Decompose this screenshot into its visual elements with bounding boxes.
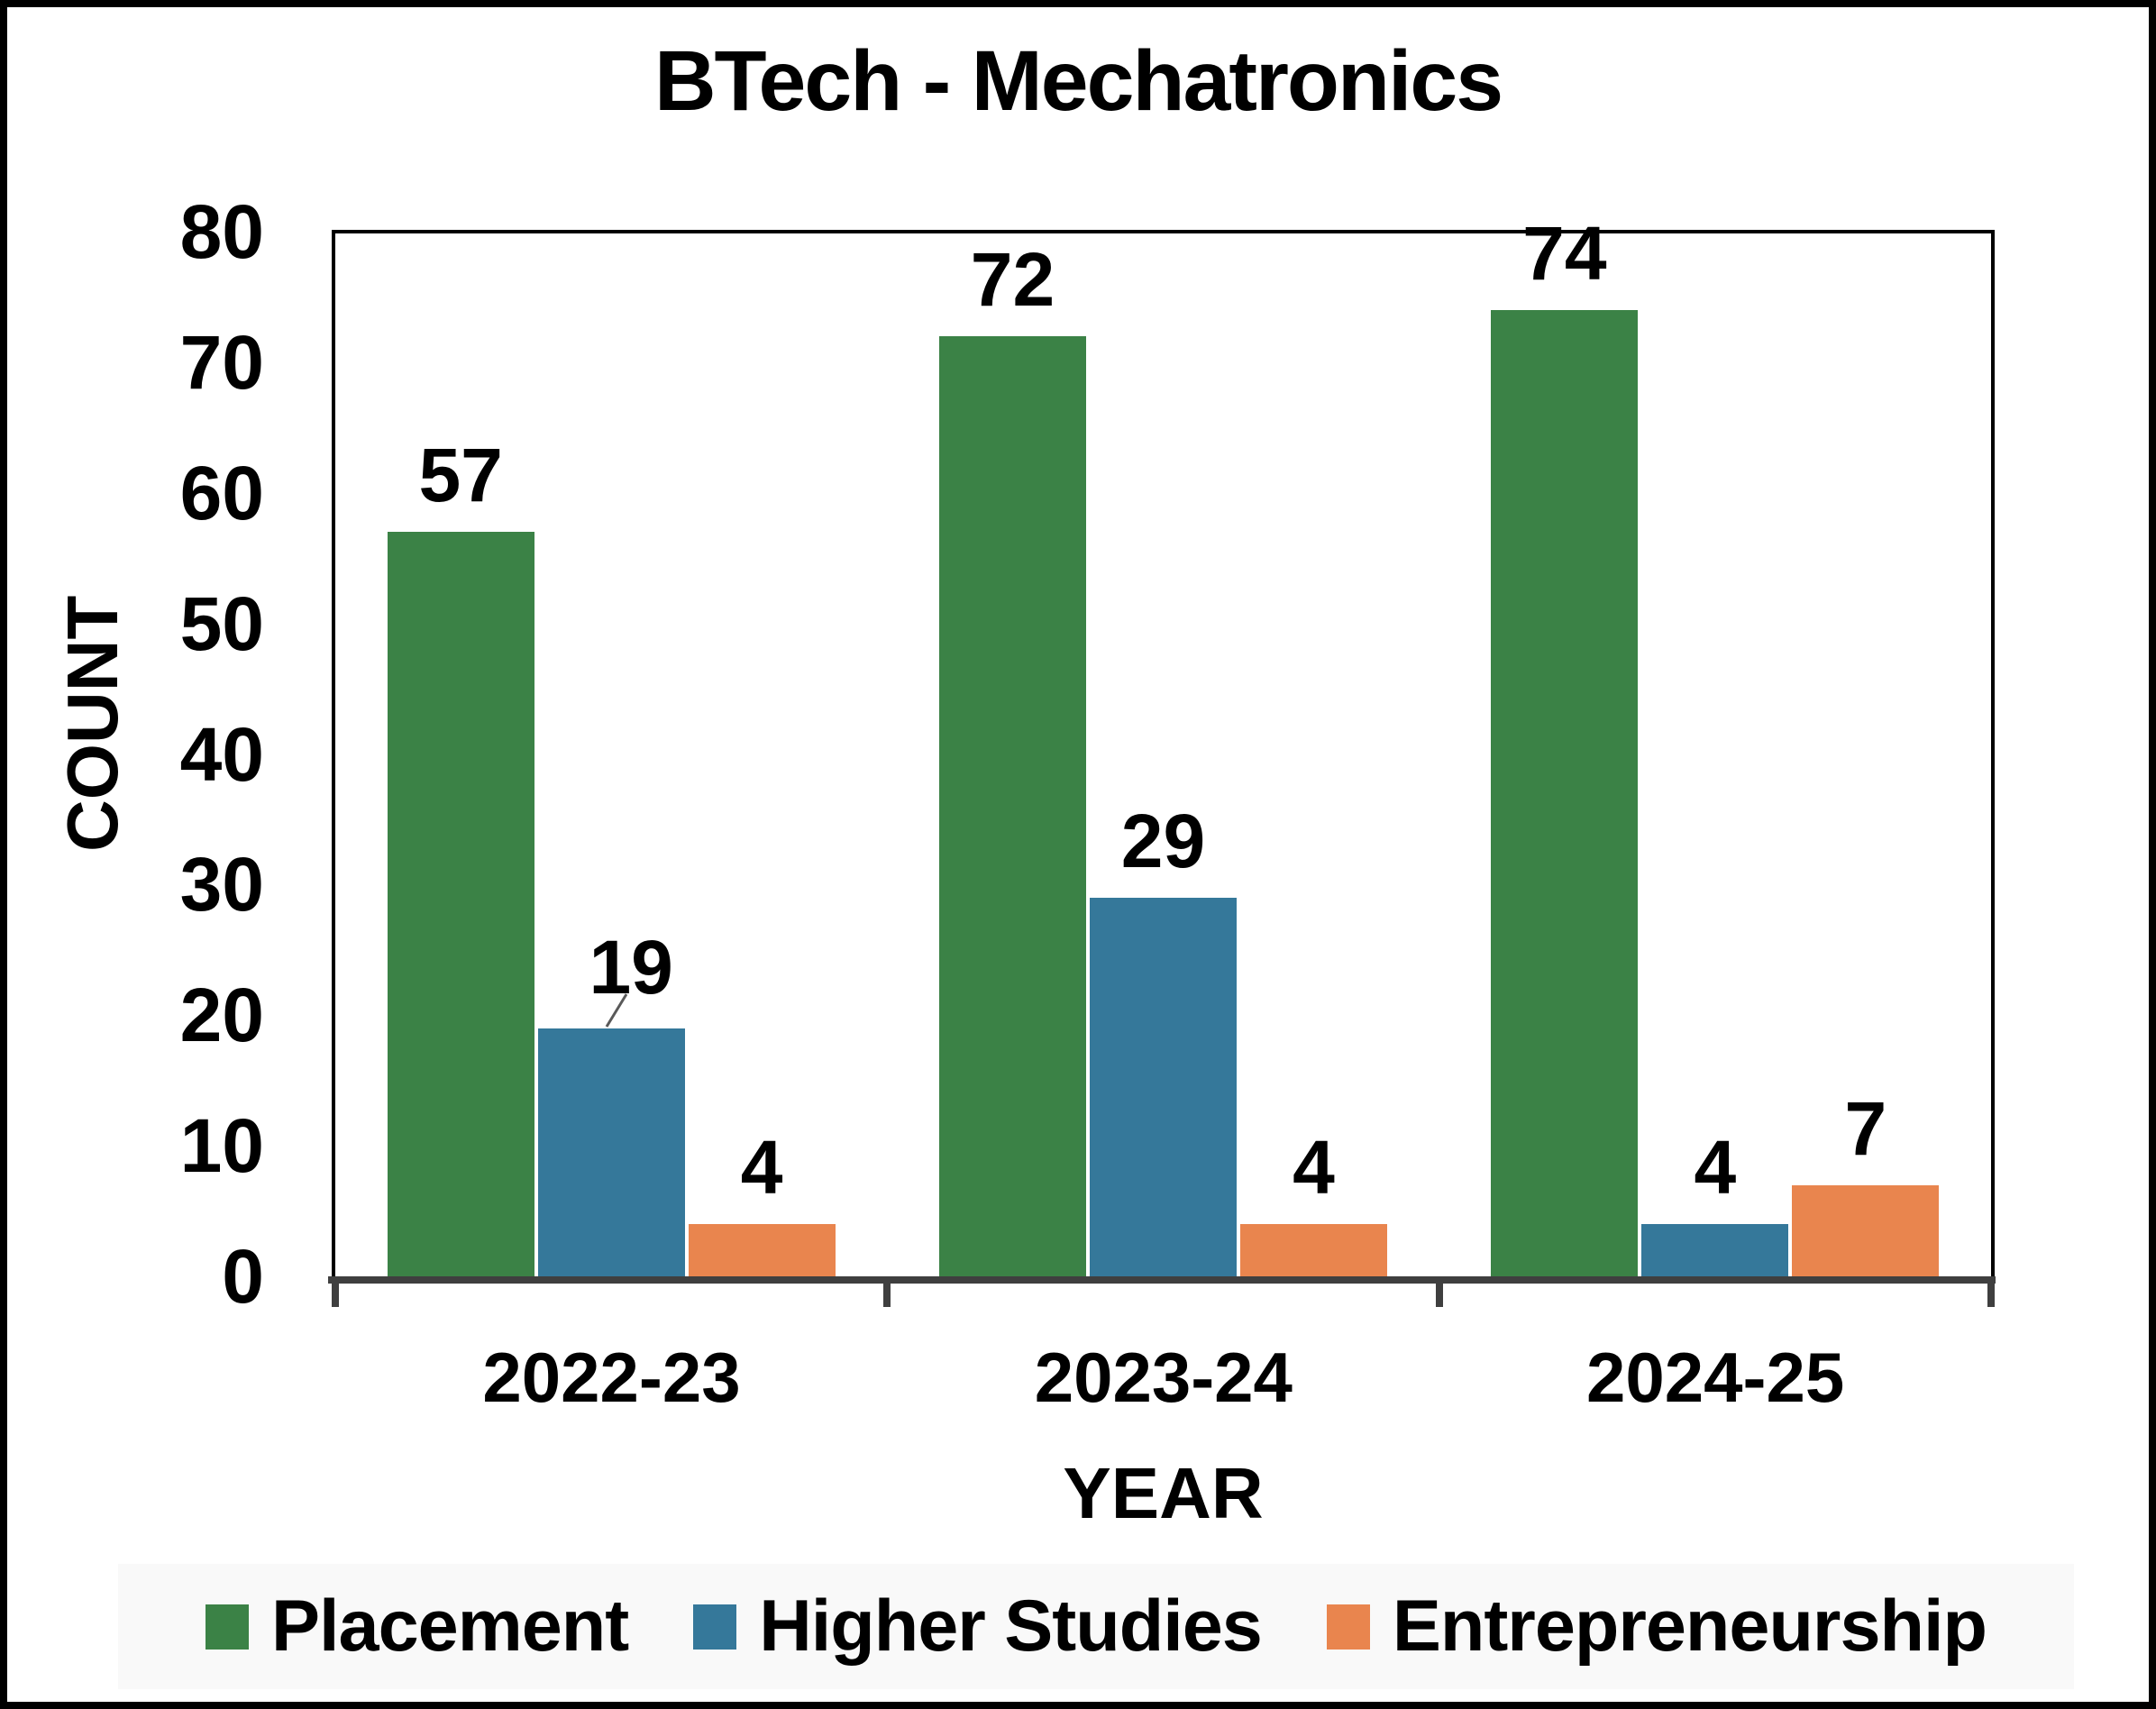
data-label: 4 — [1293, 1125, 1335, 1211]
legend-label: Placement — [271, 1586, 629, 1667]
legend-label: Entrepreneurship — [1392, 1586, 1987, 1667]
y-tick-label: 50 — [179, 580, 264, 666]
label-leader-line — [605, 992, 628, 1028]
legend-swatch-icon — [693, 1604, 737, 1650]
y-tick-label: 30 — [179, 842, 264, 928]
x-tick-label-2023-24: 2023-24 — [1034, 1338, 1293, 1417]
legend-swatch-icon — [1326, 1604, 1370, 1650]
x-axis-title: YEAR — [1063, 1453, 1264, 1533]
y-tick-label: 70 — [179, 319, 264, 405]
y-tick-label: 40 — [179, 711, 264, 797]
chart-title: BTech - Mechatronics — [653, 33, 1503, 129]
x-axis-tick-mark — [1435, 1284, 1443, 1307]
x-axis-tick-mark — [1987, 1284, 1995, 1307]
legend-item-entrepreneurship: Entrepreneurship — [1326, 1586, 1987, 1667]
bar-placement-2023-24 — [939, 335, 1086, 1276]
data-label: 29 — [1120, 798, 1206, 883]
data-label: 4 — [740, 1125, 783, 1211]
data-label: 4 — [1694, 1125, 1737, 1211]
x-axis-tick-mark — [332, 1284, 339, 1307]
legend-item-higher-studies: Higher Studies — [693, 1586, 1263, 1667]
bar-higher-studies-2023-24 — [1090, 897, 1237, 1276]
x-axis-line — [328, 1276, 1996, 1284]
x-tick-label-2024-25: 2024-25 — [1586, 1338, 1845, 1417]
bar-entrepreneurship-2024-25 — [1792, 1184, 1940, 1276]
bar-placement-2022-23 — [387, 532, 534, 1276]
bar-entrepreneurship-2023-24 — [1240, 1224, 1387, 1276]
y-tick-label: 10 — [179, 1103, 264, 1189]
x-axis-tick-mark — [883, 1284, 891, 1307]
bar-placement-2024-25 — [1491, 309, 1639, 1276]
bar-higher-studies-2024-25 — [1641, 1224, 1789, 1276]
bar-entrepreneurship-2022-23 — [688, 1224, 836, 1276]
data-label: 19 — [589, 924, 673, 1010]
y-tick-label: 0 — [222, 1234, 264, 1319]
legend-label: Higher Studies — [759, 1586, 1263, 1667]
data-label: 72 — [970, 236, 1055, 322]
legend-swatch-icon — [206, 1604, 250, 1650]
y-tick-label: 20 — [179, 973, 264, 1058]
y-tick-label: 60 — [179, 450, 264, 535]
data-label: 7 — [1844, 1085, 1887, 1171]
data-label: 57 — [418, 433, 503, 518]
y-tick-label: 80 — [179, 189, 264, 274]
data-label: 74 — [1522, 210, 1607, 296]
legend: Placement Higher Studies Entrepreneurship — [118, 1564, 2074, 1689]
legend-item-placement: Placement — [206, 1586, 629, 1667]
x-tick-label-2022-23: 2022-23 — [482, 1338, 741, 1417]
bar-higher-studies-2022-23 — [537, 1028, 685, 1276]
